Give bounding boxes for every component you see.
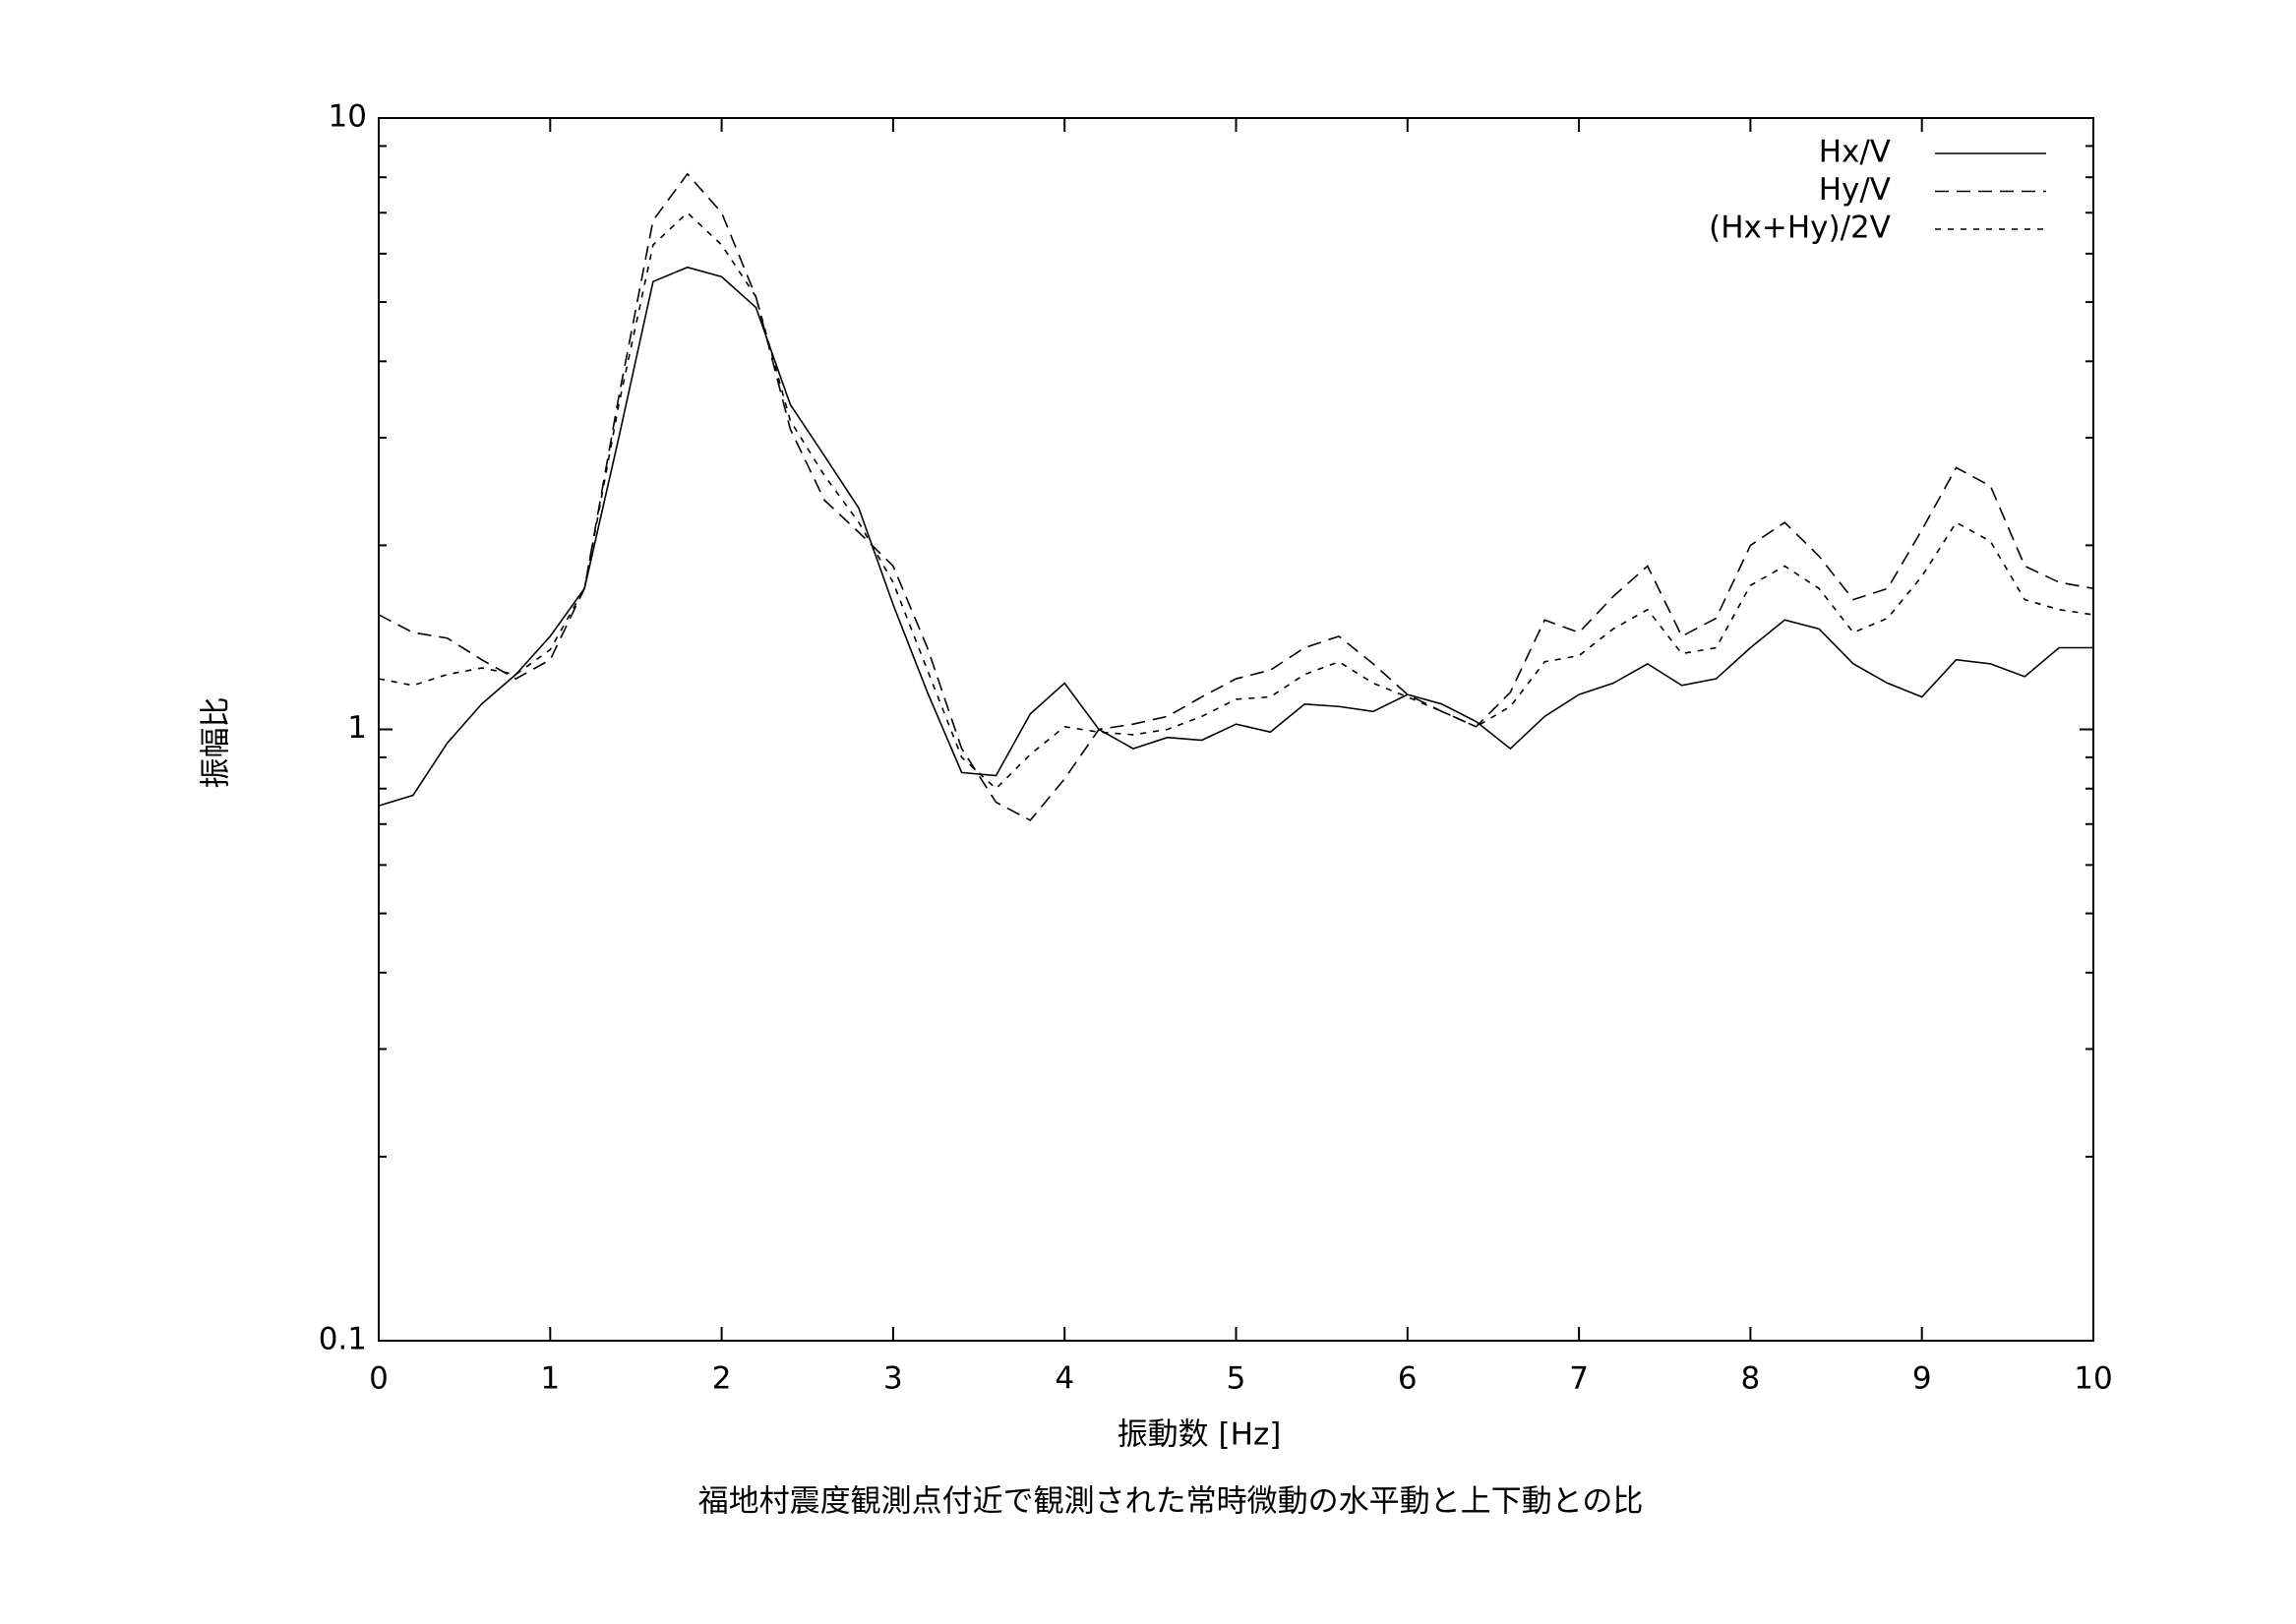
plot-frame xyxy=(378,117,2094,1342)
y-axis-label: 振幅比 xyxy=(199,697,234,789)
x-tick-label: 2 xyxy=(712,1361,732,1397)
legend-label: Hx/V xyxy=(1819,135,1891,170)
x-tick-label: 4 xyxy=(1055,1361,1074,1397)
chart-title: 福地村震度観測点付近で観測された常時微動の水平動と上下動との比 xyxy=(698,1484,1644,1520)
x-tick-label: 0 xyxy=(369,1361,389,1397)
x-tick-label: 1 xyxy=(540,1361,560,1397)
y-tick-label: 10 xyxy=(329,99,367,135)
x-tick-label: 7 xyxy=(1569,1361,1589,1397)
series-line xyxy=(378,266,2093,807)
x-tick-label: 10 xyxy=(2074,1361,2112,1397)
x-tick-label: 9 xyxy=(1912,1361,1932,1397)
series-line xyxy=(378,211,2094,790)
x-tick-label: 5 xyxy=(1227,1361,1246,1397)
y-tick-label: 1 xyxy=(347,710,367,746)
x-tick-label: 6 xyxy=(1398,1361,1418,1397)
x-axis-label: 振動数 [Hz] xyxy=(1118,1417,1282,1453)
x-tick-label: 8 xyxy=(1741,1361,1761,1397)
y-tick-label: 0.1 xyxy=(319,1322,367,1357)
series-line xyxy=(378,172,2094,821)
legend-label: (Hx+Hy)/2V xyxy=(1709,211,1891,246)
x-tick-label: 3 xyxy=(883,1361,903,1397)
legend-label: Hy/V xyxy=(1819,172,1891,208)
